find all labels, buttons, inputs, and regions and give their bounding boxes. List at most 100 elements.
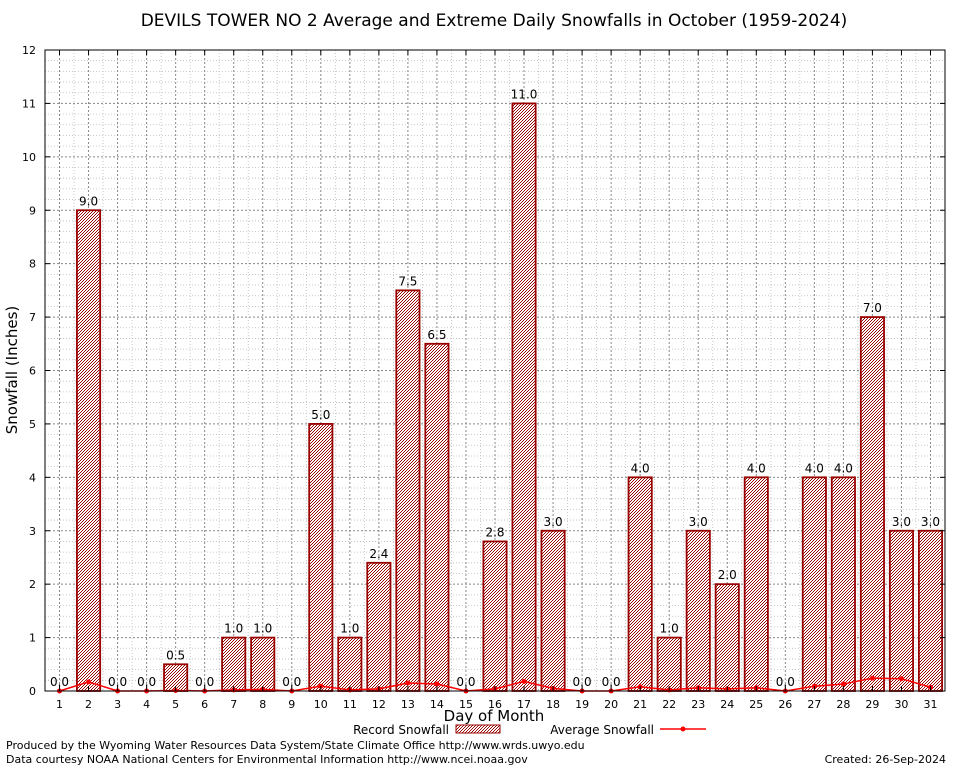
- bar-day-2: [76, 209, 102, 692]
- data-label-day-13: 7.5: [398, 274, 417, 288]
- bar-day-27: [801, 476, 827, 692]
- x-tick-label-26: 26: [778, 698, 792, 711]
- data-label-day-23: 3.0: [689, 515, 708, 529]
- x-tick-label-31: 31: [923, 698, 937, 711]
- legend: Record Snowfall Average Snowfall: [353, 723, 706, 737]
- x-tick-label-8: 8: [259, 698, 266, 711]
- average-point-day-28: [840, 681, 846, 687]
- data-label-day-19: 0.0: [573, 675, 592, 689]
- legend-average-marker: [680, 726, 686, 732]
- bar-day-7: [221, 636, 247, 692]
- x-axis-ticks: 1 2 3 4 5 6 7 8 9 10 11 12 13 14 15 16 17 18 19 20 21 22 23 24 2…: [56, 50, 937, 711]
- bar-day-24: [714, 583, 740, 692]
- x-tick-label-13: 13: [401, 698, 415, 711]
- data-label-day-5: 0.5: [166, 648, 185, 662]
- average-point-day-2: [86, 679, 92, 685]
- y-tick-label-10: 10: [22, 151, 36, 164]
- y-tick-label-5: 5: [29, 418, 36, 431]
- y-tick-label-6: 6: [29, 365, 36, 378]
- bar-day-17: [511, 102, 537, 692]
- x-tick-label-3: 3: [114, 698, 121, 711]
- x-tick-label-11: 11: [343, 698, 357, 711]
- data-label-day-30: 3.0: [892, 515, 911, 529]
- data-label-day-12: 2.4: [369, 547, 388, 561]
- bar-day-28: [830, 476, 856, 692]
- x-tick-label-29: 29: [865, 698, 879, 711]
- legend-average-label: Average Snowfall: [550, 723, 654, 737]
- record-snowfall-bars: [76, 102, 943, 692]
- y-tick-label-12: 12: [22, 44, 36, 57]
- data-label-day-6: 0.0: [195, 675, 214, 689]
- x-tick-label-15: 15: [459, 698, 473, 711]
- x-tick-label-6: 6: [201, 698, 208, 711]
- x-tick-label-16: 16: [488, 698, 502, 711]
- bar-day-22: [656, 636, 682, 692]
- x-tick-label-5: 5: [172, 698, 179, 711]
- data-label-day-18: 3.0: [544, 515, 563, 529]
- data-label-day-25: 4.0: [747, 461, 766, 475]
- data-label-day-28: 4.0: [834, 461, 853, 475]
- bar-day-21: [627, 476, 653, 692]
- x-tick-label-2: 2: [85, 698, 92, 711]
- x-tick-label-19: 19: [575, 698, 589, 711]
- bar-day-13: [395, 289, 421, 692]
- y-axis-label: Snowfall (Inches): [3, 306, 21, 434]
- bar-day-30: [888, 529, 914, 692]
- y-tick-label-11: 11: [22, 97, 36, 110]
- y-tick-label-2: 2: [29, 578, 36, 591]
- data-label-day-31: 3.0: [921, 515, 940, 529]
- x-tick-label-25: 25: [749, 698, 763, 711]
- data-label-day-4: 0.0: [137, 675, 156, 689]
- bar-data-labels: 0.0 9.0 0.0 0.0 0.5 0.0 1.0 1.0 0.0 5.0 1.0 2.4 7.5 6…: [50, 87, 940, 689]
- average-point-day-14: [434, 681, 440, 687]
- legend-record-label: Record Snowfall: [353, 723, 449, 737]
- data-label-day-16: 2.8: [485, 525, 504, 539]
- bar-day-14: [424, 342, 450, 692]
- data-label-day-3: 0.0: [108, 675, 127, 689]
- data-label-day-11: 1.0: [340, 622, 359, 636]
- data-label-day-29: 7.0: [863, 301, 882, 315]
- x-tick-label-27: 27: [807, 698, 821, 711]
- x-tick-label-10: 10: [314, 698, 328, 711]
- footer-created-date: Created: 26-Sep-2024: [824, 753, 946, 766]
- data-label-day-1: 0.0: [50, 675, 69, 689]
- data-label-day-24: 2.0: [718, 568, 737, 582]
- legend-record-swatch: [455, 724, 501, 734]
- footer-data-source: Data courtesy NOAA National Centers for …: [6, 753, 528, 766]
- data-label-day-14: 6.5: [427, 328, 446, 342]
- data-label-day-21: 4.0: [631, 461, 650, 475]
- x-tick-label-23: 23: [691, 698, 705, 711]
- x-tick-label-28: 28: [836, 698, 850, 711]
- x-tick-label-14: 14: [430, 698, 444, 711]
- bar-day-23: [685, 529, 711, 692]
- data-label-day-8: 1.0: [253, 622, 272, 636]
- x-tick-label-17: 17: [517, 698, 531, 711]
- y-tick-label-1: 1: [29, 632, 36, 645]
- data-label-day-27: 4.0: [805, 461, 824, 475]
- footer-producer: Produced by the Wyoming Water Resources …: [6, 739, 585, 752]
- bar-day-16: [482, 540, 508, 692]
- x-tick-label-4: 4: [143, 698, 150, 711]
- x-tick-label-20: 20: [604, 698, 618, 711]
- chart-title: DEVILS TOWER NO 2 Average and Extreme Da…: [141, 11, 848, 31]
- x-tick-label-18: 18: [546, 698, 560, 711]
- data-label-day-26: 0.0: [776, 675, 795, 689]
- x-axis-label: Day of Month: [444, 707, 545, 725]
- data-label-day-22: 1.0: [660, 622, 679, 636]
- data-label-day-2: 9.0: [79, 194, 98, 208]
- data-label-day-7: 1.0: [224, 622, 243, 636]
- bar-day-29: [859, 316, 885, 692]
- average-point-day-13: [405, 680, 411, 686]
- y-tick-label-0: 0: [29, 685, 36, 698]
- bar-day-12: [366, 561, 392, 692]
- bar-day-10: [308, 423, 334, 692]
- x-tick-label-9: 9: [288, 698, 295, 711]
- data-label-day-17: 11.0: [511, 87, 538, 101]
- y-tick-label-4: 4: [29, 471, 36, 484]
- average-point-day-17: [521, 678, 527, 684]
- data-label-day-15: 0.0: [456, 675, 475, 689]
- data-label-day-20: 0.0: [602, 675, 621, 689]
- bar-day-11: [337, 636, 363, 692]
